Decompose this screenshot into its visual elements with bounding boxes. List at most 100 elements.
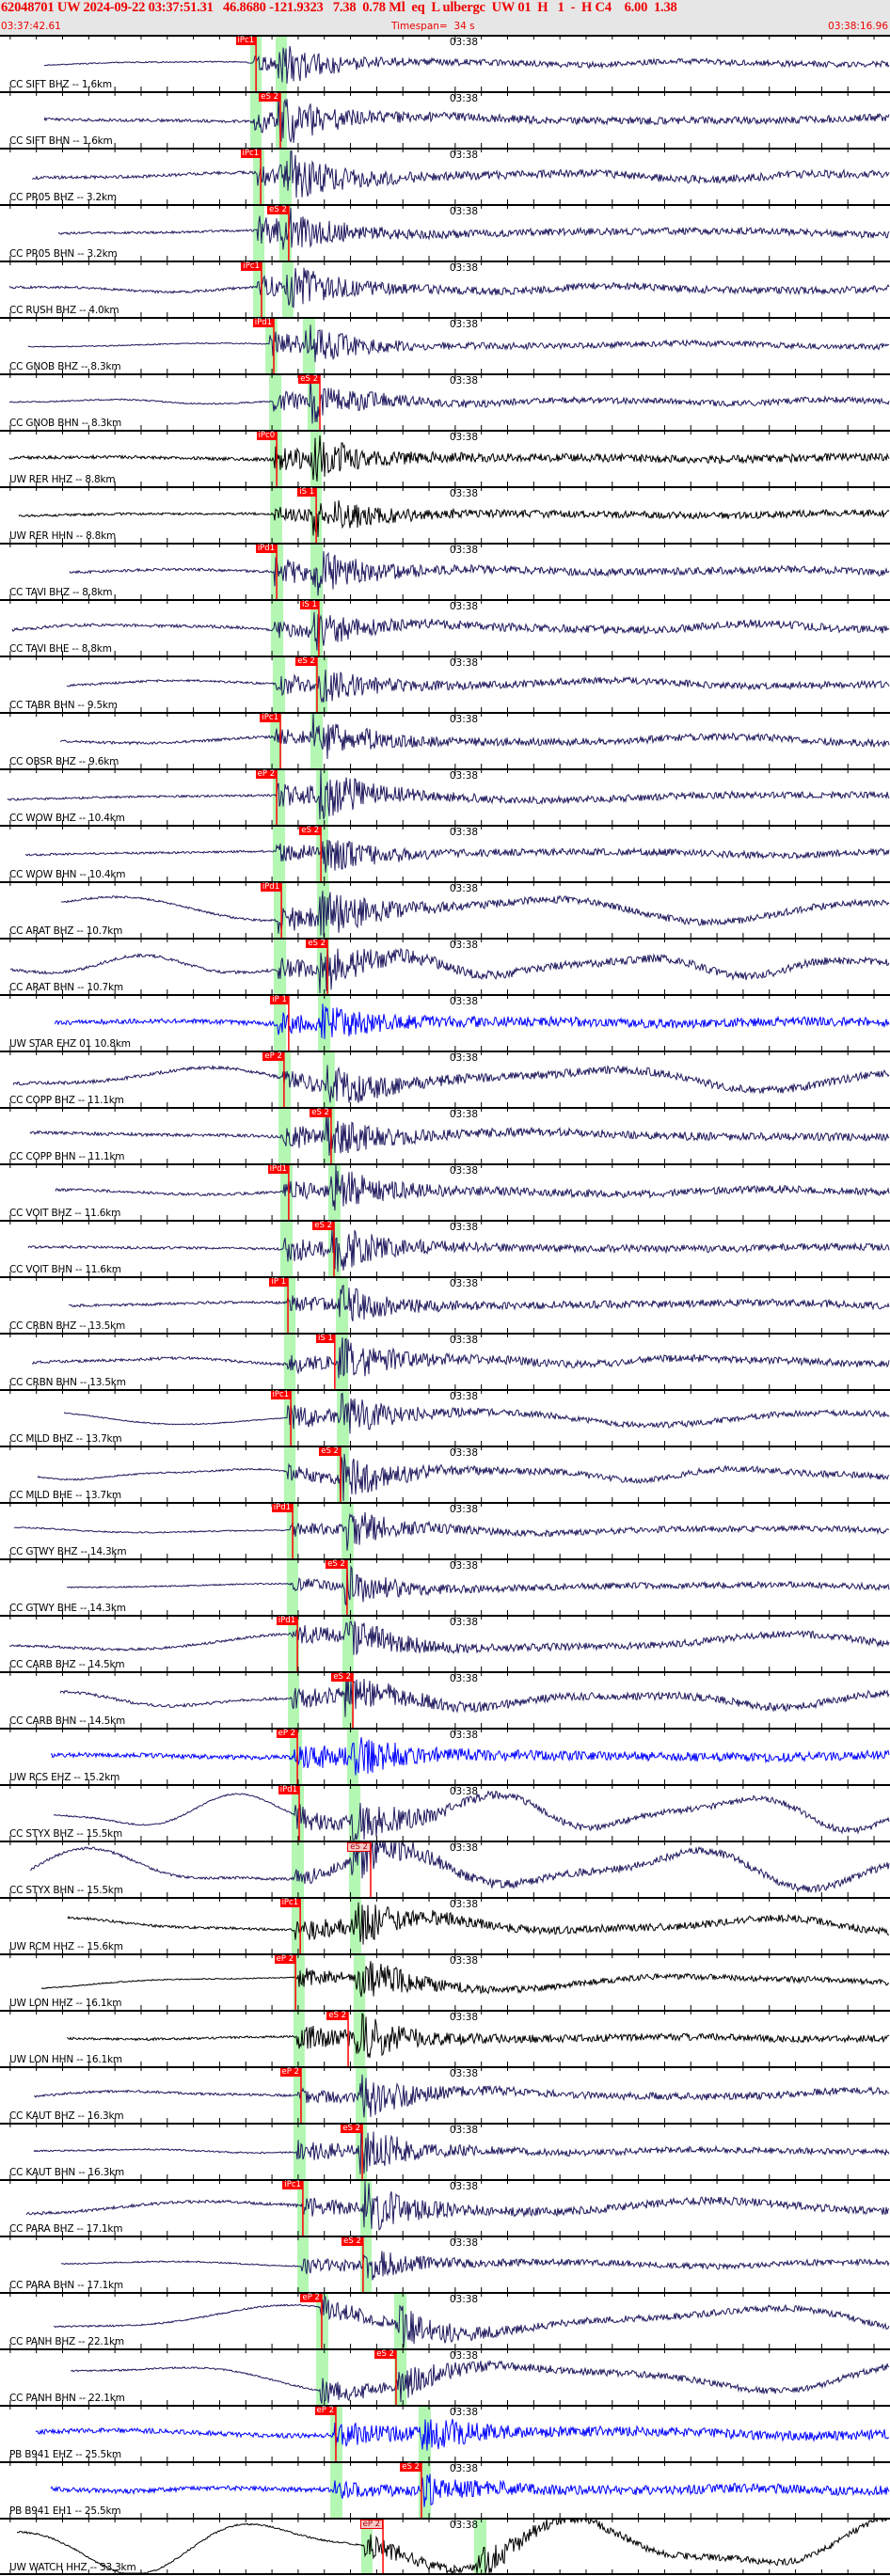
trace-panel[interactable]: CC MILD BHZ -- 13.7km 03:38 iPc1 [0,1389,890,1446]
phase-pick-label[interactable]: iPd1 [276,1616,298,1625]
phase-pick-label[interactable]: eS 2 [310,1108,331,1117]
trace-panel[interactable]: CC COPP BHZ -- 11.1km 03:38 eP 2 [0,1051,890,1107]
phase-pick-label[interactable]: iS 1 [297,487,317,497]
phase-window-band [290,1728,303,1784]
trace-panel[interactable]: CC VOIT BHN -- 11.6km 03:38 eS 2 [0,1220,890,1276]
phase-pick-label[interactable]: eP 2 [276,1729,298,1738]
trace-panel[interactable]: CC CARB BHN -- 14.5km 03:38 eS 2 [0,1671,890,1728]
trace-panel[interactable]: CC TAVI BHZ -- 8.8km 03:38 iPd1 [0,543,890,599]
phase-pick-label[interactable]: iPc1 [270,1390,292,1399]
waveform-trace [8,1620,890,1656]
trace-panel[interactable]: CC RUSH BHZ -- 4.0km 03:38 iPc1 [0,261,890,317]
phase-pick-label[interactable]: iPc1 [260,713,280,722]
trace-panel[interactable]: UW RER HHN -- 8.8km 03:38 iS 1 [0,486,890,543]
trace-panel[interactable]: CC GTWY BHE -- 14.3km 03:38 eS 2 [0,1558,890,1615]
phase-pick-label[interactable]: iPd1 [267,1164,289,1174]
trace-panel[interactable]: CC CRBN BHZ -- 13.5km 03:38 iP 1 [0,1276,890,1333]
phase-pick-label[interactable]: iS 1 [300,600,319,609]
phase-pick-label[interactable]: eP 2 [359,2520,384,2529]
waveform-plot [0,2518,890,2575]
phase-pick-label[interactable]: eP 2 [262,1051,284,1061]
phase-pick-label[interactable]: iPd1 [260,882,282,892]
trace-panel[interactable]: CC PARA BHN -- 17.1km 03:38 eS 2 [0,2236,890,2292]
trace-panel[interactable]: CC MILD BHE -- 13.7km 03:38 eS 2 [0,1446,890,1502]
trace-panel[interactable]: UW LON HHN -- 16.1km 03:38 eS 2 [0,2010,890,2066]
panel-border [0,1446,890,1447]
trace-panel[interactable]: CC COPP BHN -- 11.1km 03:38 eS 2 [0,1107,890,1163]
waveform-trace [27,324,890,363]
trace-panel[interactable]: CC PANH BHN -- 22.1km 03:38 eS 2 [0,2348,890,2405]
phase-pick-label[interactable]: eS 2 [400,2462,421,2472]
trace-panel[interactable]: CC GNOB BHZ -- 8.3km 03:38 iPd1 [0,317,890,373]
trace-panel[interactable]: CC CARB BHZ -- 14.5km 03:38 iPd1 [0,1615,890,1671]
trace-panel[interactable]: CC SIFT BHZ -- 1.6km 03:38 iPc1 [0,35,890,91]
phase-pick-label[interactable]: iPd1 [252,318,275,327]
trace-panel[interactable]: CC PR05 BHZ -- 3.2km 03:38 iPc1 [0,148,890,204]
trace-panel[interactable]: CC OBSR BHZ -- 9.6km 03:38 iPc1 [0,712,890,768]
phase-pick-label[interactable]: eS 2 [347,1842,371,1852]
trace-panel[interactable]: CC STYX BHZ -- 15.5km 03:38 iPd1 [0,1784,890,1841]
phase-pick-label[interactable]: iPc1 [235,36,257,45]
trace-panel[interactable]: CC WOW BHN -- 10.4km 03:38 eS 2 [0,825,890,881]
trace-panel[interactable]: CC KAUT BHZ -- 16.3km 03:38 eP 2 [0,2066,890,2123]
phase-pick-label[interactable]: eP 2 [255,769,278,779]
trace-panel[interactable]: CC PR05 BHN -- 3.2km 03:38 eS 2 [0,204,890,261]
trace-panel[interactable]: CC SIFT BHN -- 1.6km 03:38 eS 2 [0,91,890,148]
phase-pick-label[interactable]: eP 2 [274,1954,296,1964]
phase-pick-label[interactable]: eS 2 [374,2349,396,2359]
phase-pick-label[interactable]: eP 2 [279,2067,301,2077]
phase-pick-label[interactable]: iPc1 [279,1898,301,1907]
phase-pick-label[interactable]: iS 1 [316,1334,335,1343]
waveform-trace [66,1565,890,1606]
phase-pick-label[interactable]: iPc1 [282,2180,303,2189]
phase-pick-label[interactable]: iPc1 [240,149,262,158]
trace-panel[interactable]: CC ARAT BHN -- 10.7km 03:38 eS 2 [0,938,890,994]
trace-panel[interactable]: CC CRBN BHN -- 13.5km 03:38 iS 1 [0,1333,890,1389]
panel-border [0,1558,890,1560]
phase-pick-label[interactable]: eP 2 [300,2293,322,2302]
trace-panel[interactable]: PB B941 EH1 -- 25.5km 03:38 eS 2 [0,2461,890,2518]
phase-pick-label[interactable]: iPd1 [278,1785,300,1794]
trace-panel[interactable]: CC STYX BHN -- 15.5km 03:38 eS 2 [0,1841,890,1897]
trace-panel[interactable]: CC TAVI BHE -- 8.8km 03:38 iS 1 [0,599,890,656]
phase-pick-label[interactable]: iP 1 [269,1277,289,1287]
trace-panel[interactable]: CC PANH BHZ -- 22.1km 03:38 eP 2 [0,2292,890,2348]
phase-pick-label[interactable]: eS 2 [259,92,280,102]
minute-mark-label: 03:38 [449,375,479,387]
phase-pick-label[interactable]: eS 2 [298,374,321,384]
trace-panel[interactable]: CC GNOB BHN -- 8.3km 03:38 eS 2 [0,373,890,430]
phase-pick-label[interactable]: eS 2 [319,1446,341,1456]
trace-panel[interactable]: UW RER HHZ -- 8.8km 03:38 iPc0 [0,430,890,486]
phase-pick-label[interactable]: eS 2 [326,1559,347,1569]
trace-panel[interactable]: UW LON HHZ -- 16.1km 03:38 eP 2 [0,1953,890,2010]
station-label: CC COPP BHZ -- 11.1km [9,1095,124,1106]
phase-pick-label[interactable]: iPc0 [256,431,278,440]
phase-pick-label[interactable]: iP 1 [270,995,289,1004]
trace-panel[interactable]: UW WATCH HHZ -- 33.3km 03:38 eP 2 [0,2518,890,2575]
trace-panel[interactable]: CC KAUT BHN -- 16.3km 03:38 eS 2 [0,2123,890,2179]
trace-panel[interactable]: CC GTWY BHZ -- 14.3km 03:38 iPd1 [0,1502,890,1558]
minute-mark-label: 03:38 [449,1447,479,1459]
phase-pick-label[interactable]: iPc1 [241,261,262,271]
trace-panel[interactable]: CC VOIT BHZ -- 11.6km 03:38 iPd1 [0,1163,890,1220]
trace-panel[interactable]: UW RCS EHZ -- 15.2km 03:38 eP 2 [0,1728,890,1784]
phase-pick-label[interactable]: eS 2 [342,2236,363,2246]
phase-pick-label[interactable]: eS 2 [312,1221,335,1230]
phase-pick-label[interactable]: eS 2 [326,2011,349,2020]
phase-pick-label[interactable]: iPd1 [271,1503,294,1512]
phase-pick-label[interactable]: iPd1 [255,544,278,553]
phase-pick-label[interactable]: eS 2 [306,939,328,948]
phase-pick-label[interactable]: eS 2 [295,656,317,666]
trace-panel[interactable]: CC ARAT BHZ -- 10.7km 03:38 iPd1 [0,881,890,938]
phase-pick-label[interactable]: eP 2 [314,2406,336,2415]
phase-pick-label[interactable]: eS 2 [267,205,289,214]
phase-pick-label[interactable]: eS 2 [331,1672,354,1682]
trace-panel[interactable]: CC PARA BHZ -- 17.1km 03:38 iPc1 [0,2179,890,2236]
trace-panel[interactable]: CC TABR BHN -- 9.5km 03:38 eS 2 [0,656,890,712]
phase-pick-label[interactable]: eS 2 [299,826,322,835]
trace-panel[interactable]: UW STAR EHZ 01 10.8km 03:38 iP 1 [0,994,890,1051]
trace-panel[interactable]: PB B941 EHZ -- 25.5km 03:38 eP 2 [0,2405,890,2461]
trace-panel[interactable]: UW RCM HHZ -- 15.6km 03:38 iPc1 [0,1897,890,1953]
phase-pick-label[interactable]: eS 2 [341,2124,363,2133]
trace-panel[interactable]: CC WOW BHZ -- 10.4km 03:38 eP 2 [0,768,890,825]
